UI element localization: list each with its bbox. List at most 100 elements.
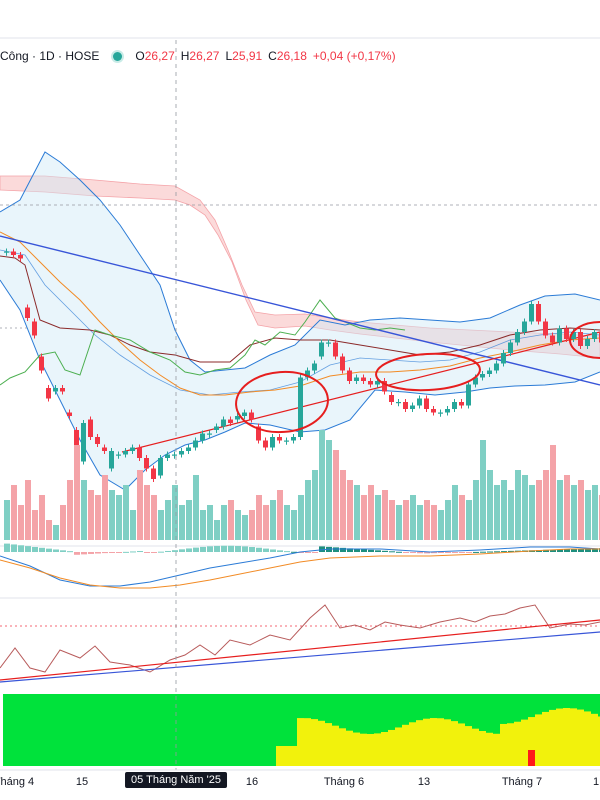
candle-body[interactable] (382, 381, 387, 392)
candle-body[interactable] (501, 353, 506, 364)
candle-body[interactable] (235, 416, 240, 420)
candle-body[interactable] (123, 451, 128, 455)
candle-body[interactable] (46, 388, 51, 399)
candle-body[interactable] (109, 451, 114, 469)
candle-body[interactable] (466, 384, 471, 406)
symbol-label[interactable]: Công · 1D · HOSE (0, 49, 100, 63)
volume-bar (95, 495, 101, 540)
candle-body[interactable] (550, 335, 555, 343)
candle-body[interactable] (459, 402, 464, 406)
candle-body[interactable] (32, 321, 37, 336)
candle-body[interactable] (536, 304, 541, 322)
candle-body[interactable] (438, 412, 443, 414)
candle-body[interactable] (340, 356, 345, 371)
candle-body[interactable] (361, 377, 366, 382)
candle-body[interactable] (221, 419, 226, 427)
candle-body[interactable] (151, 468, 156, 480)
candle-body[interactable] (410, 405, 415, 410)
candle-body[interactable] (487, 370, 492, 375)
candle-body[interactable] (529, 304, 534, 322)
candle-body[interactable] (326, 342, 331, 344)
candle-body[interactable] (165, 454, 170, 459)
candle-body[interactable] (242, 412, 247, 417)
candle-body[interactable] (368, 381, 373, 385)
candle-body[interactable] (158, 458, 163, 476)
low-label: L (225, 49, 233, 63)
candle-body[interactable] (137, 447, 142, 459)
volume-bars-group (4, 430, 600, 540)
candle-body[interactable] (424, 398, 429, 410)
candle-body[interactable] (172, 454, 177, 456)
macd-histogram-bar (81, 552, 87, 555)
candle-body[interactable] (270, 437, 275, 448)
candle-body[interactable] (445, 409, 450, 413)
candle-body[interactable] (375, 381, 380, 385)
candle-body[interactable] (291, 437, 296, 441)
candle-body[interactable] (214, 426, 219, 431)
candle-body[interactable] (480, 374, 485, 378)
macd-histogram-bar (375, 550, 381, 552)
heat-column-green (129, 694, 136, 766)
candle-body[interactable] (207, 433, 212, 435)
candle-body[interactable] (333, 342, 338, 357)
candle-body[interactable] (557, 328, 562, 343)
candle-body[interactable] (256, 426, 261, 441)
candle-body[interactable] (592, 332, 597, 339)
heat-column-green (276, 694, 283, 766)
candle-body[interactable] (431, 409, 436, 413)
candle-body[interactable] (452, 402, 457, 409)
candle-body[interactable] (473, 377, 478, 385)
candle-body[interactable] (417, 398, 422, 406)
candle-body[interactable] (522, 321, 527, 333)
candle-body[interactable] (564, 328, 569, 340)
candle-body[interactable] (200, 433, 205, 441)
candle-body[interactable] (228, 419, 233, 424)
candle-body[interactable] (571, 332, 576, 339)
candle-body[interactable] (347, 370, 352, 382)
candle-body[interactable] (284, 440, 289, 442)
candle-body[interactable] (144, 458, 149, 469)
candle-body[interactable] (193, 440, 198, 448)
candle-body[interactable] (298, 377, 303, 438)
candle-body[interactable] (515, 332, 520, 343)
candle-body[interactable] (102, 447, 107, 452)
candle-body[interactable] (25, 307, 30, 319)
macd-line (0, 546, 600, 587)
candle-body[interactable] (88, 419, 93, 438)
candle-body[interactable] (81, 423, 86, 462)
volume-bar (256, 495, 262, 540)
candle-body[interactable] (585, 339, 590, 346)
volume-bar (235, 510, 241, 540)
candle-body[interactable] (312, 363, 317, 371)
candle-body[interactable] (277, 437, 282, 441)
candle-body[interactable] (249, 412, 254, 420)
candle-body[interactable] (305, 370, 310, 378)
candle-body[interactable] (354, 377, 359, 382)
macd-histogram-bar (312, 552, 318, 553)
candle-body[interactable] (18, 255, 23, 259)
candle-body[interactable] (263, 440, 268, 448)
candle-body[interactable] (130, 447, 135, 452)
candle-body[interactable] (578, 332, 583, 346)
candle-body[interactable] (508, 342, 513, 354)
candle-body[interactable] (319, 342, 324, 357)
trendline-ascending (121, 331, 600, 453)
candle-body[interactable] (53, 388, 58, 392)
candle-body[interactable] (67, 412, 72, 417)
candle-body[interactable] (116, 454, 121, 456)
candle-body[interactable] (543, 321, 548, 336)
macd-histogram-bar (67, 551, 73, 553)
candle-body[interactable] (186, 447, 191, 452)
candle-body[interactable] (494, 363, 499, 371)
heat-column-yellow (318, 720, 325, 766)
candle-body[interactable] (396, 402, 401, 404)
candle-body[interactable] (95, 437, 100, 444)
candle-body[interactable] (389, 395, 394, 402)
candle-body[interactable] (403, 402, 408, 409)
candle-body[interactable] (11, 251, 16, 256)
candle-body[interactable] (4, 251, 9, 253)
candle-body[interactable] (60, 388, 65, 392)
candle-body[interactable] (179, 451, 184, 455)
candle-body[interactable] (39, 356, 44, 371)
